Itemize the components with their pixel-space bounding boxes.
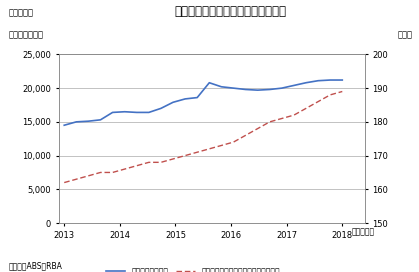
Text: （図表５）: （図表５） [8,8,34,17]
家計債務の対可処分所得比（右目盛） [110,171,115,174]
家計債務の対可処分所得比（右目盛） [171,157,176,160]
住宅ローン承認額 [171,101,176,104]
住宅ローン承認額 [340,78,345,82]
Line: 家計債務の対可処分所得比（右目盛）: 家計債務の対可処分所得比（右目盛） [64,91,342,183]
住宅ローン承認額 [219,85,224,88]
家計債務の対可処分所得比（右目盛） [303,107,308,110]
住宅ローン承認額 [86,120,91,123]
家計債務の対可処分所得比（右目盛） [267,120,272,123]
Text: 住宅ローン承認額と家計債務の推移: 住宅ローン承認額と家計債務の推移 [174,5,287,18]
住宅ローン承認額 [195,96,200,99]
住宅ローン承認額 [110,111,115,114]
住宅ローン承認額 [74,120,79,123]
家計債務の対可処分所得比（右目盛） [134,164,139,167]
住宅ローン承認額 [267,88,272,91]
Legend: 住宅ローン承認額, 家計債務の対可処分所得比（右目盛）: 住宅ローン承認額, 家計債務の対可処分所得比（右目盛） [103,264,283,272]
家計債務の対可処分所得比（右目盛） [122,168,127,171]
Line: 住宅ローン承認額: 住宅ローン承認額 [64,80,342,125]
住宅ローン承認額 [98,118,103,122]
Text: （百万豪ドル）: （百万豪ドル） [8,30,44,39]
住宅ローン承認額 [146,111,151,114]
家計債務の対可処分所得比（右目盛） [62,181,67,184]
家計債務の対可処分所得比（右目盛） [207,147,212,150]
Text: （％）: （％） [398,30,413,39]
家計債務の対可処分所得比（右目盛） [328,93,333,97]
家計債務の対可処分所得比（右目盛） [291,113,296,117]
住宅ローン承認額 [328,78,333,82]
住宅ローン承認額 [122,110,127,113]
住宅ローン承認額 [291,84,296,87]
家計債務の対可処分所得比（右目盛） [183,154,188,157]
家計債務の対可処分所得比（右目盛） [146,161,151,164]
家計債務の対可処分所得比（右目盛） [243,134,248,137]
家計債務の対可処分所得比（右目盛） [158,161,163,164]
住宅ローン承認額 [158,107,163,110]
Text: （出所）ABS・RBA: （出所）ABS・RBA [8,261,62,270]
家計債務の対可処分所得比（右目盛） [231,140,236,144]
住宅ローン承認額 [134,111,139,114]
住宅ローン承認額 [231,86,236,90]
Text: （四半期）: （四半期） [352,227,375,236]
家計債務の対可処分所得比（右目盛） [340,90,345,93]
家計債務の対可処分所得比（右目盛） [98,171,103,174]
住宅ローン承認額 [207,81,212,84]
住宅ローン承認額 [255,88,260,92]
住宅ローン承認額 [316,79,321,82]
住宅ローン承認額 [62,123,67,127]
住宅ローン承認額 [279,86,285,90]
住宅ローン承認額 [303,81,308,84]
家計債務の対可処分所得比（右目盛） [86,174,91,177]
家計債務の対可処分所得比（右目盛） [219,144,224,147]
家計債務の対可処分所得比（右目盛） [255,127,260,130]
家計債務の対可処分所得比（右目盛） [195,151,200,154]
住宅ローン承認額 [183,97,188,101]
家計債務の対可処分所得比（右目盛） [316,100,321,103]
家計債務の対可処分所得比（右目盛） [279,117,285,120]
住宅ローン承認額 [243,88,248,91]
家計債務の対可処分所得比（右目盛） [74,178,79,181]
